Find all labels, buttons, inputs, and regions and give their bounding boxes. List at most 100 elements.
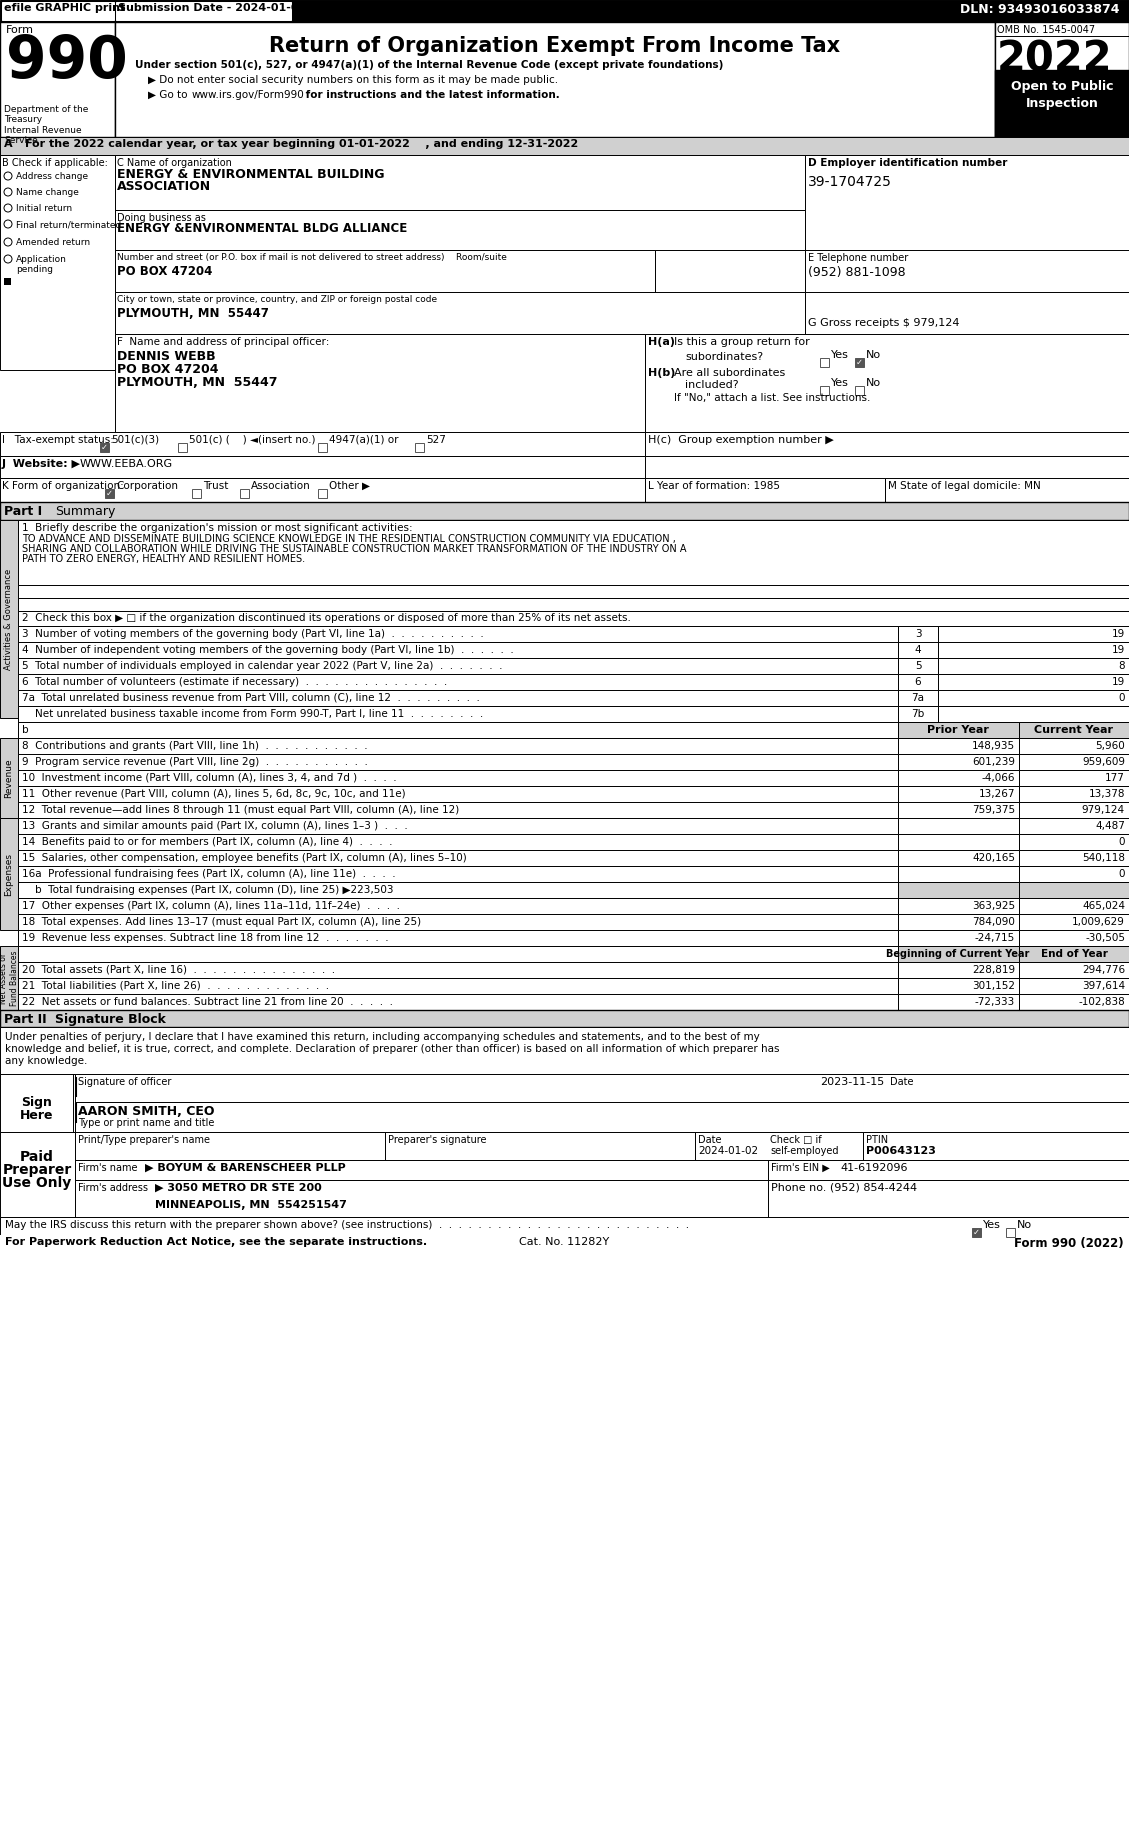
Text: D Employer identification number: D Employer identification number xyxy=(808,157,1007,168)
Text: Association: Association xyxy=(251,480,310,492)
Text: Cat. No. 11282Y: Cat. No. 11282Y xyxy=(519,1236,610,1247)
Bar xyxy=(820,386,829,395)
Bar xyxy=(18,785,898,802)
Bar xyxy=(972,1229,981,1236)
Bar xyxy=(192,490,201,497)
Text: 4: 4 xyxy=(914,645,921,654)
Bar xyxy=(995,70,1129,137)
Bar xyxy=(1019,930,1129,946)
Bar xyxy=(0,946,18,1011)
Text: Department of the
Treasury
Internal Revenue
Service: Department of the Treasury Internal Reve… xyxy=(5,105,88,146)
Text: Firm's EIN ▶: Firm's EIN ▶ xyxy=(771,1162,830,1173)
Circle shape xyxy=(5,255,12,262)
Bar xyxy=(115,22,995,137)
Text: (952) 881-1098: (952) 881-1098 xyxy=(808,266,905,279)
Text: E Telephone number: E Telephone number xyxy=(808,253,908,262)
Bar xyxy=(0,22,1129,137)
Text: Initial return: Initial return xyxy=(16,203,72,213)
Text: 5: 5 xyxy=(914,662,921,671)
Text: 13  Grants and similar amounts paid (Part IX, column (A), lines 1–3 )  .  .  .: 13 Grants and similar amounts paid (Part… xyxy=(21,821,408,832)
Bar xyxy=(18,723,898,737)
Text: 540,118: 540,118 xyxy=(1082,854,1124,863)
Text: Phone no. (952) 854-4244: Phone no. (952) 854-4244 xyxy=(771,1183,917,1194)
Text: TO ADVANCE AND DISSEMINATE BUILDING SCIENCE KNOWLEDGE IN THE RESIDENTIAL CONSTRU: TO ADVANCE AND DISSEMINATE BUILDING SCIE… xyxy=(21,534,676,543)
Text: G Gross receipts $ 979,124: G Gross receipts $ 979,124 xyxy=(808,318,960,327)
Text: Paid: Paid xyxy=(20,1149,54,1164)
Bar xyxy=(898,641,938,658)
Bar xyxy=(1019,771,1129,785)
Text: 9  Program service revenue (Part VIII, line 2g)  .  .  .  .  .  .  .  .  .  .  .: 9 Program service revenue (Part VIII, li… xyxy=(21,758,368,767)
Text: Are all subordinates: Are all subordinates xyxy=(674,368,786,379)
Text: 4,487: 4,487 xyxy=(1095,821,1124,832)
Bar xyxy=(178,444,187,453)
Text: ENERGY & ENVIRONMENTAL BUILDING: ENERGY & ENVIRONMENTAL BUILDING xyxy=(117,168,385,181)
Bar xyxy=(805,249,1129,292)
Text: Prior Year: Prior Year xyxy=(927,724,989,736)
Bar xyxy=(820,359,829,368)
Bar xyxy=(938,641,1129,658)
Text: For the 2022 calendar year, or tax year beginning 01-01-2022    , and ending 12-: For the 2022 calendar year, or tax year … xyxy=(25,139,578,150)
Bar xyxy=(768,1161,1129,1181)
Bar xyxy=(898,689,938,706)
Text: 2  Check this box ▶ □ if the organization discontinued its operations or dispose: 2 Check this box ▶ □ if the organization… xyxy=(21,614,631,623)
Text: any knowledge.: any knowledge. xyxy=(5,1055,87,1066)
Text: Amended return: Amended return xyxy=(16,238,90,248)
Text: ✓: ✓ xyxy=(100,444,108,453)
Text: City or town, state or province, country, and ZIP or foreign postal code: City or town, state or province, country… xyxy=(117,296,437,305)
Bar xyxy=(18,881,898,898)
Text: 1,009,629: 1,009,629 xyxy=(1073,917,1124,928)
Text: 2024-01-02: 2024-01-02 xyxy=(698,1146,759,1157)
Bar xyxy=(768,1181,1129,1218)
Text: 13,267: 13,267 xyxy=(979,789,1015,798)
Bar xyxy=(18,754,898,771)
Text: Submission Date - 2024-01-04: Submission Date - 2024-01-04 xyxy=(119,4,306,13)
Text: Open to Public: Open to Public xyxy=(1010,79,1113,92)
Bar xyxy=(898,881,1019,898)
Text: 177: 177 xyxy=(1105,772,1124,784)
Bar xyxy=(18,978,898,994)
Text: Firm's name: Firm's name xyxy=(78,1162,138,1173)
Text: No: No xyxy=(866,379,881,388)
Bar xyxy=(898,915,1019,930)
Text: H(a): H(a) xyxy=(648,336,675,347)
Bar xyxy=(995,22,1129,137)
Text: MINNEAPOLIS, MN  554251547: MINNEAPOLIS, MN 554251547 xyxy=(155,1199,347,1210)
Bar xyxy=(898,785,1019,802)
Bar xyxy=(0,1133,75,1218)
Bar xyxy=(898,867,1019,881)
Text: -24,715: -24,715 xyxy=(974,933,1015,942)
Text: 39-1704725: 39-1704725 xyxy=(808,176,892,188)
Bar xyxy=(18,963,898,978)
Text: Type or print name and title: Type or print name and title xyxy=(78,1118,215,1127)
Bar xyxy=(0,1027,1129,1074)
Text: 501(c)(3): 501(c)(3) xyxy=(111,434,159,445)
Bar xyxy=(18,898,898,915)
Bar xyxy=(855,359,864,368)
Text: PLYMOUTH, MN  55447: PLYMOUTH, MN 55447 xyxy=(117,307,269,320)
Text: 20  Total assets (Part X, line 16)  .  .  .  .  .  .  .  .  .  .  .  .  .  .  .: 20 Total assets (Part X, line 16) . . . … xyxy=(21,965,335,976)
Bar xyxy=(938,706,1129,723)
Text: 990: 990 xyxy=(6,33,128,91)
Bar xyxy=(1019,994,1129,1011)
Text: included?: included? xyxy=(685,381,738,390)
Bar xyxy=(938,658,1129,675)
Text: Name change: Name change xyxy=(16,188,79,198)
Text: Trust: Trust xyxy=(203,480,228,492)
Bar xyxy=(0,456,645,479)
Bar xyxy=(1019,881,1129,898)
Bar xyxy=(115,211,805,249)
Text: Use Only: Use Only xyxy=(2,1175,71,1190)
Bar xyxy=(415,444,425,453)
Text: 6  Total number of volunteers (estimate if necessary)  .  .  .  .  .  .  .  .  .: 6 Total number of volunteers (estimate i… xyxy=(21,676,447,687)
Text: 5  Total number of individuals employed in calendar year 2022 (Part V, line 2a) : 5 Total number of individuals employed i… xyxy=(21,662,502,671)
Text: 465,024: 465,024 xyxy=(1082,902,1124,911)
Text: H(b): H(b) xyxy=(648,368,675,379)
Text: Number and street (or P.O. box if mail is not delivered to street address)    Ro: Number and street (or P.O. box if mail i… xyxy=(117,253,507,262)
Bar xyxy=(0,432,645,456)
Bar xyxy=(898,978,1019,994)
Text: WWW.EEBA.ORG: WWW.EEBA.ORG xyxy=(80,458,173,469)
Text: 12  Total revenue—add lines 8 through 11 (must equal Part VIII, column (A), line: 12 Total revenue—add lines 8 through 11 … xyxy=(21,806,460,815)
Bar xyxy=(1019,833,1129,850)
Bar xyxy=(1019,785,1129,802)
Text: Is this a group return for: Is this a group return for xyxy=(674,336,809,347)
